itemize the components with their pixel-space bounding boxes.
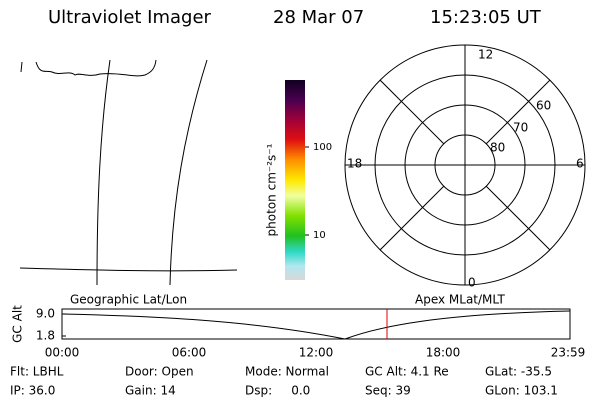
time-tick: 18:00 (426, 346, 461, 360)
mlt-label: 0 (468, 276, 476, 290)
altitude-axis-label: GC Alt (11, 305, 25, 343)
mlt-label: 12 (478, 48, 493, 62)
footer: Flt: LBHL Door: Open Mode: Normal GC Alt: 4… (10, 365, 558, 398)
time-tick: 06:00 (172, 346, 207, 360)
time: 15:23:05 UT (430, 7, 542, 28)
colorbar (285, 80, 305, 280)
status-field: GLon: 103.1 (485, 384, 558, 398)
colorbar-tick-label: 10 (313, 230, 326, 241)
status-field: Gain: 14 (125, 384, 176, 398)
geographic-map (19, 59, 238, 286)
date: 28 Mar 07 (273, 7, 364, 28)
mlat-label: 60 (536, 99, 551, 113)
title: Ultraviolet Imager (48, 7, 212, 28)
status-field: Flt: LBHL (10, 365, 64, 379)
mlt-label: 18 (347, 157, 362, 171)
colorbar-label: photon cm⁻²s⁻¹ (265, 143, 279, 236)
polar-grid (344, 44, 586, 286)
status-field: IP: 36.0 (10, 384, 55, 398)
colorbar-tick-label: 100 (313, 142, 332, 153)
altitude-tick: 9.0 (36, 307, 55, 321)
status-field: Dsp: 0.0 (245, 384, 310, 398)
mlt-label: 6 (576, 157, 584, 171)
mlat-label: 80 (490, 141, 505, 155)
status-field: Seq: 39 (365, 384, 411, 398)
time-tick: 00:00 (45, 346, 80, 360)
status-field: GLat: -35.5 (485, 365, 552, 379)
panel-label: Apex MLat/MLT (415, 293, 505, 307)
status-field: Mode: Normal (245, 365, 329, 379)
mlat-label: 70 (513, 121, 528, 135)
altitude-plot (61, 308, 571, 340)
status-field: Door: Open (125, 365, 194, 379)
time-tick: 23:59 (551, 346, 586, 360)
time-tick: 12:00 (299, 346, 334, 360)
panel-label: Geographic Lat/Lon (70, 293, 187, 307)
status-field: GC Alt: 4.1 Re (365, 365, 449, 379)
altitude-tick: 1.8 (36, 329, 55, 343)
